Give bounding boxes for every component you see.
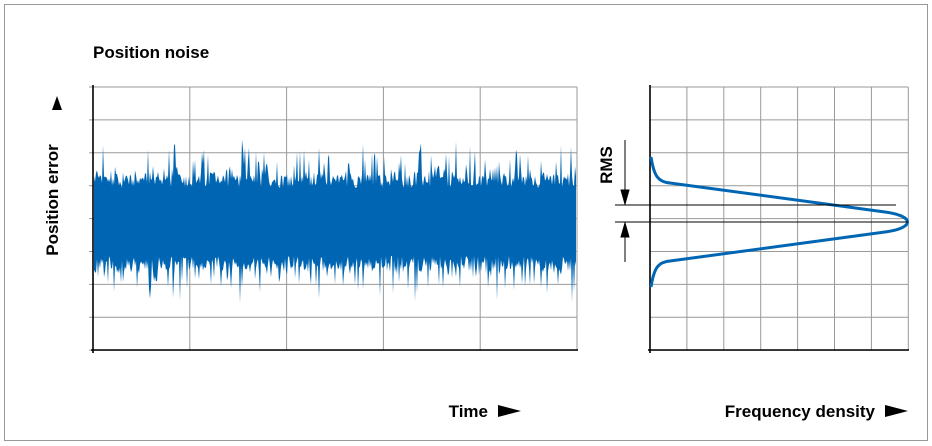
title: Position noise — [93, 43, 209, 62]
y-arrow — [52, 96, 62, 110]
time-label: Time — [449, 402, 488, 421]
noise-band — [94, 139, 576, 304]
rms-markers — [615, 140, 908, 262]
arrow-head — [620, 189, 630, 206]
arrow-head — [620, 221, 630, 238]
frequency-arrow — [885, 405, 908, 417]
axes — [91, 85, 909, 353]
frequency-label: Frequency density — [725, 402, 876, 421]
rms-label: RMS — [597, 146, 616, 184]
time-arrow — [498, 405, 521, 417]
y-axis-label: Position error — [43, 144, 62, 256]
